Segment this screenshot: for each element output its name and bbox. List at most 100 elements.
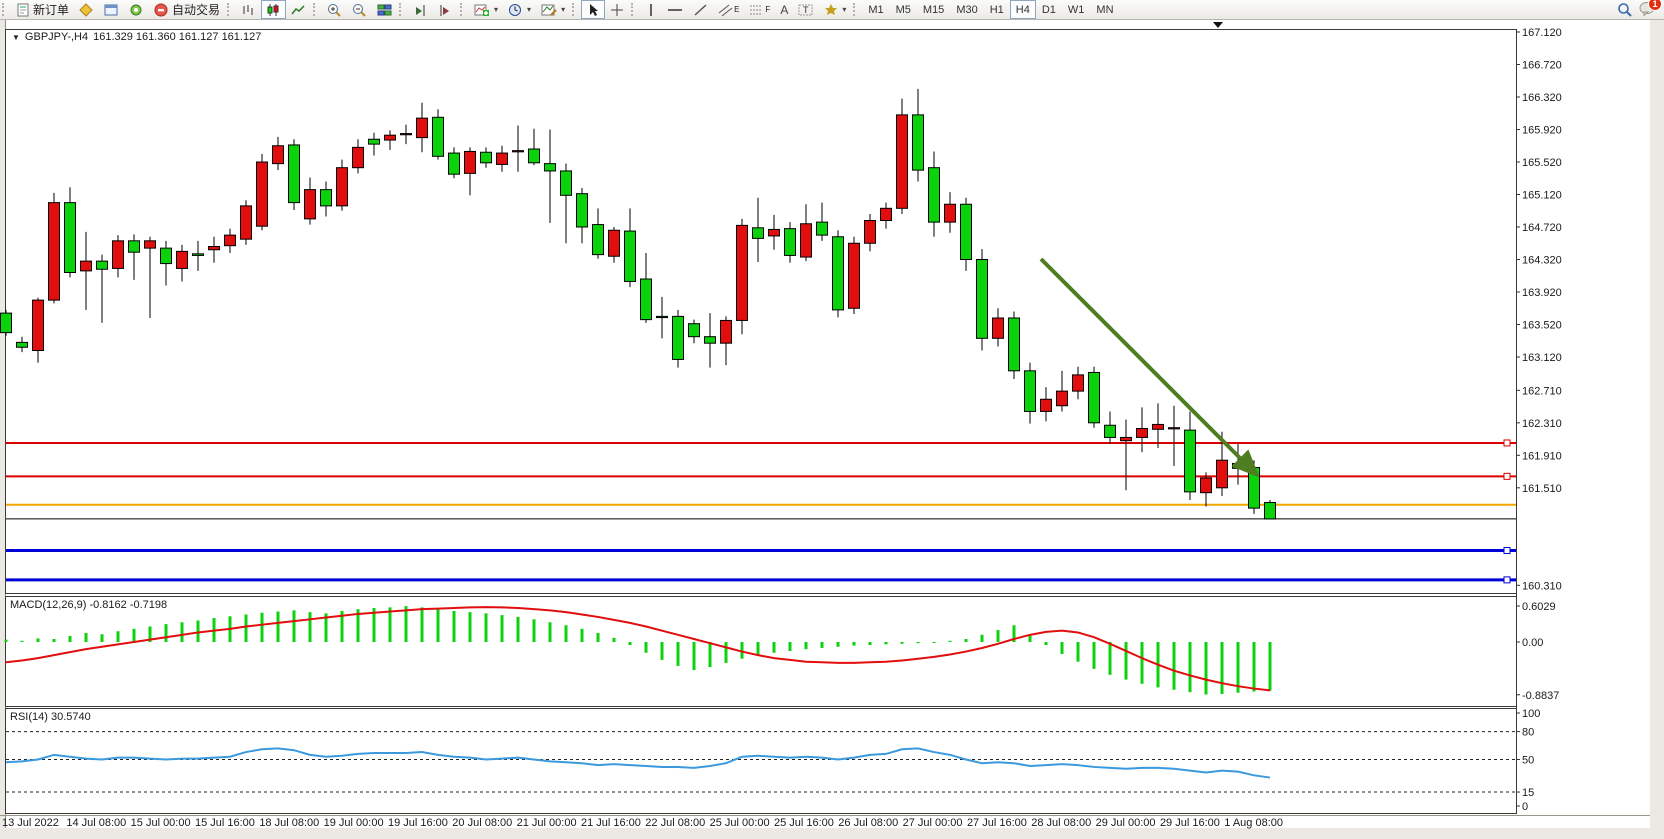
cursor-button[interactable] <box>581 0 606 19</box>
time-label: 15 Jul 00:00 <box>131 817 191 829</box>
toolbar-grip[interactable] <box>399 3 406 16</box>
equidistant-channel-button[interactable]: E <box>713 0 744 19</box>
new-order-button[interactable]: 新订单 <box>11 0 74 19</box>
timeframe-button-M5[interactable]: M5 <box>895 3 911 16</box>
candle-body <box>992 317 1004 339</box>
trend-arrow[interactable] <box>1039 257 1260 478</box>
toolbar-grip[interactable] <box>853 3 860 16</box>
macd-bar <box>308 612 312 642</box>
macd-signal-line <box>5 606 1271 692</box>
timeframe-button-M1[interactable]: M1 <box>868 3 884 16</box>
candle-body <box>432 116 444 157</box>
data-window-icon <box>104 4 118 15</box>
timeframe-button-M15[interactable]: M15 <box>922 3 945 16</box>
timeframe-button-H4[interactable]: H4 <box>1009 0 1036 19</box>
macd-bar <box>420 607 424 642</box>
candle-body <box>1104 424 1116 438</box>
timeframe-button-D1[interactable]: D1 <box>1041 3 1056 16</box>
macd-bar <box>644 642 648 653</box>
candle-body <box>1008 317 1020 372</box>
candle-body <box>0 312 12 334</box>
symbol-dropdown-icon[interactable]: ▼ <box>12 32 20 42</box>
candle-body <box>496 152 508 165</box>
text-label-button[interactable]: T <box>793 0 819 19</box>
trendline-button[interactable] <box>688 0 713 19</box>
macd-bar <box>116 631 120 642</box>
toolbar-grip[interactable] <box>227 3 234 16</box>
chart-window[interactable]: 167.120 166.720 166.320 165.920 165.520 165.1… <box>0 20 1664 839</box>
auto-scroll-button[interactable] <box>408 0 433 19</box>
candle-body <box>896 114 908 209</box>
market-watch-button[interactable] <box>74 0 99 19</box>
vertical-line-icon <box>650 3 652 16</box>
candle-body <box>576 193 588 228</box>
text-button[interactable]: A <box>775 0 793 19</box>
candles-layer[interactable] <box>0 88 1276 520</box>
toolbar-grip[interactable] <box>572 3 579 16</box>
rsi-panel[interactable]: 100 80 50 15 0 <box>5 708 1540 813</box>
indicators-button[interactable]: ▾ <box>469 0 503 19</box>
toolbar-grip[interactable] <box>631 3 638 16</box>
crosshair-button[interactable] <box>605 0 629 19</box>
auto-trading-button[interactable]: 自动交易 <box>149 0 225 19</box>
timeframe-button-H1[interactable]: H1 <box>989 3 1004 16</box>
vertical-line-button[interactable] <box>640 0 662 19</box>
candlestick-chart-button[interactable] <box>261 0 287 19</box>
zoom-in-icon <box>328 3 341 17</box>
arrows-button[interactable]: ▾ <box>819 0 851 19</box>
toolbar-grip[interactable] <box>313 3 320 16</box>
text-icon: A <box>780 2 789 17</box>
svg-text:163.120: 163.120 <box>1522 352 1562 364</box>
time-label: 19 Jul 00:00 <box>324 817 384 829</box>
rsi-indicator-label: RSI(14) 30.5740 <box>10 711 91 723</box>
market-watch-icon <box>79 2 93 17</box>
chart-shift-button[interactable] <box>433 0 458 19</box>
candle-body <box>1024 370 1036 412</box>
chart-canvas[interactable]: 167.120 166.720 166.320 165.920 165.520 165.1… <box>0 20 1664 839</box>
svg-text:164.720: 164.720 <box>1522 222 1562 234</box>
timeframe-button-MN[interactable]: MN <box>1096 3 1114 16</box>
line-chart-button[interactable] <box>286 0 311 19</box>
zoom-in-button[interactable] <box>322 0 347 19</box>
candle-body <box>272 145 284 165</box>
toolbar: 新订单 自动交易 ▾ ▾ <box>0 0 1664 20</box>
macd-bar <box>388 607 392 642</box>
macd-bar <box>260 612 264 642</box>
macd-bar <box>1124 642 1128 680</box>
tile-windows-button[interactable] <box>372 0 397 19</box>
zoom-out-button[interactable] <box>347 0 372 19</box>
toolbar-grip[interactable] <box>460 3 467 16</box>
candle-body <box>864 220 876 244</box>
macd-bar <box>148 626 152 642</box>
strategy-tester-button[interactable] <box>124 0 149 19</box>
candle-body <box>416 117 428 139</box>
candle-body <box>816 221 828 236</box>
horizontal-line-button[interactable] <box>662 0 688 19</box>
timeframe-button-M30[interactable]: M30 <box>956 3 978 16</box>
periods-button[interactable]: ▾ <box>503 0 536 19</box>
svg-text:164.320: 164.320 <box>1522 255 1562 267</box>
svg-text:-0.8837: -0.8837 <box>1522 690 1559 702</box>
bar-chart-button[interactable] <box>236 0 261 19</box>
macd-bar <box>164 624 168 642</box>
candle-body <box>544 163 556 172</box>
macd-bar <box>276 611 280 642</box>
candle-body <box>704 336 716 344</box>
templates-button[interactable]: ▾ <box>536 0 570 19</box>
macd-bar <box>980 634 984 642</box>
toolbar-grip[interactable] <box>2 3 9 16</box>
notifications-button[interactable]: 1 <box>1639 0 1662 19</box>
time-axis[interactable]: 13 Jul 2022 14 Jul 08:00 15 Jul 00:00 15 Ju… <box>0 815 1650 830</box>
data-window-button[interactable] <box>99 0 124 19</box>
candle-body <box>208 246 220 251</box>
timeframe-button-W1[interactable]: W1 <box>1067 3 1085 16</box>
candle-body <box>128 240 140 253</box>
time-label: 21 Jul 16:00 <box>581 817 641 829</box>
candle-body <box>304 189 316 220</box>
search-icon[interactable] <box>1617 2 1633 17</box>
macd-panel[interactable]: 0.6029 0.00 -0.8837 <box>4 601 1560 702</box>
fibonacci-button[interactable]: F <box>744 0 775 19</box>
arrows-caret-icon: ▾ <box>842 5 847 14</box>
fibonacci-icon <box>750 5 763 14</box>
ohlc-text: 161.329 161.360 161.127 161.127 <box>93 31 262 43</box>
